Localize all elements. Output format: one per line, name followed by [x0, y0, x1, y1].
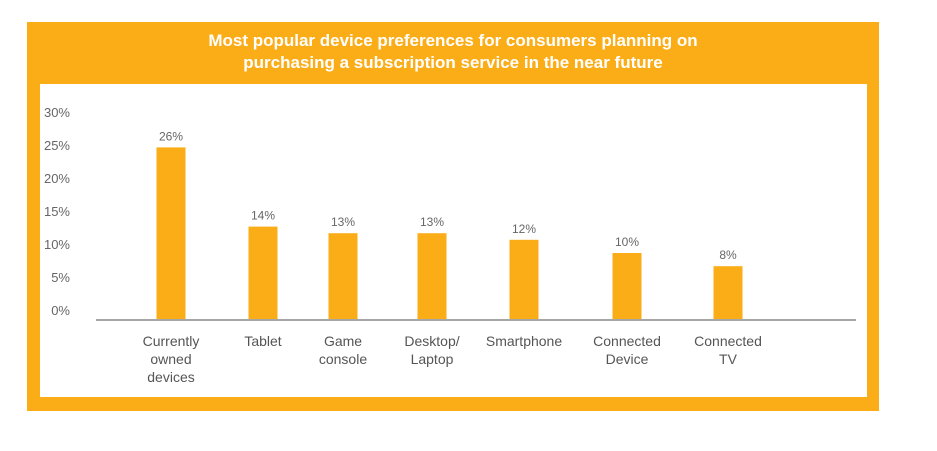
y-tick-label: 20%	[44, 171, 70, 186]
category-label: Laptop	[411, 351, 454, 367]
chart-title-line-1: Most popular device preferences for cons…	[208, 31, 698, 50]
bar	[248, 226, 278, 319]
chart-title: Most popular device preferences for cons…	[27, 30, 879, 74]
chart-panel: 0% 5% 10% 15% 20% 25% 30% 26% 14% 13% 13% 12% 10% 8% C…	[40, 84, 867, 397]
category-label: Connected	[593, 333, 661, 349]
y-tick-label: 25%	[44, 138, 70, 153]
bar	[328, 233, 358, 319]
category-label: Connected	[694, 333, 762, 349]
category-label: Device	[606, 351, 649, 367]
category-label: owned	[150, 351, 191, 367]
category-label: Currently	[143, 333, 200, 349]
bar	[612, 253, 642, 319]
data-label: 8%	[719, 248, 737, 262]
y-tick-label: 5%	[51, 270, 70, 285]
category-label: TV	[719, 351, 738, 367]
data-label: 10%	[615, 235, 639, 249]
chart-title-line-2: purchasing a subscription service in the…	[243, 53, 663, 72]
bar	[713, 266, 743, 319]
bar	[509, 239, 539, 319]
y-tick-label: 10%	[44, 237, 70, 252]
bar	[417, 233, 447, 319]
bar	[156, 147, 186, 319]
y-tick-label: 15%	[44, 204, 70, 219]
category-label: Game	[324, 333, 362, 349]
category-label: console	[319, 351, 367, 367]
bar-chart: 0% 5% 10% 15% 20% 25% 30% 26% 14% 13% 13% 12% 10% 8% C…	[44, 105, 856, 385]
category-label: Desktop/	[404, 333, 459, 349]
data-label: 12%	[512, 222, 536, 236]
category-label: devices	[147, 369, 194, 385]
category-label: Tablet	[244, 333, 281, 349]
data-label: 26%	[159, 129, 183, 143]
y-tick-label: 0%	[51, 303, 70, 318]
data-label: 13%	[420, 215, 444, 229]
data-label: 13%	[331, 215, 355, 229]
data-label: 14%	[251, 209, 275, 223]
y-tick-label: 30%	[44, 105, 70, 120]
category-label: Smartphone	[486, 333, 562, 349]
